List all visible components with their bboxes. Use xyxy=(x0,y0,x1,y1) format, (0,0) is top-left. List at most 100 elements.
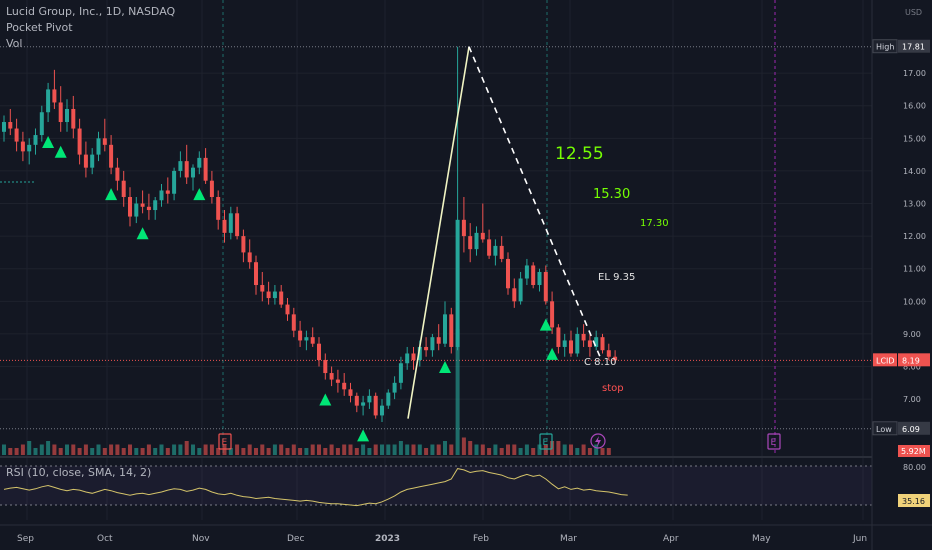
volume-bar xyxy=(449,444,454,455)
volume-bar xyxy=(335,448,340,455)
volume-bar xyxy=(606,448,611,455)
candle-body xyxy=(487,239,492,256)
ticker-badge-value-bg xyxy=(898,353,930,367)
volume-bar xyxy=(272,444,277,455)
volume-bar xyxy=(209,444,214,455)
volume-bar xyxy=(499,448,504,455)
candle-body xyxy=(153,200,158,211)
candle-body xyxy=(348,389,353,396)
candle-body xyxy=(159,190,164,201)
candle-body xyxy=(272,291,277,299)
volume-bar xyxy=(329,444,334,455)
volume-bar xyxy=(203,444,208,455)
price-tick: 16.00 xyxy=(903,102,926,111)
candle-body xyxy=(317,343,321,360)
candle-body xyxy=(191,167,195,178)
candle-body xyxy=(203,157,208,181)
candle-body xyxy=(594,337,599,347)
volume-bar xyxy=(392,444,397,455)
volume-bar xyxy=(153,448,158,455)
volume-bar xyxy=(556,441,561,455)
candle-body xyxy=(474,232,479,250)
candle-body xyxy=(71,108,76,129)
earnings-icon-may-label: E xyxy=(771,438,777,448)
candle-body xyxy=(524,265,529,279)
volume-bar xyxy=(184,441,189,455)
candle-body xyxy=(2,122,6,132)
volume-bar xyxy=(436,444,441,455)
earnings-icon-may[interactable] xyxy=(767,433,781,450)
candle-body xyxy=(600,337,605,351)
volume-bar xyxy=(537,444,542,455)
candle-body xyxy=(102,138,107,145)
candle-body xyxy=(178,161,183,171)
earnings-icon-feb-label: E xyxy=(543,438,549,448)
price-tick: 8.00 xyxy=(903,363,921,372)
price-tick: 15.00 xyxy=(903,134,926,143)
volume-bar xyxy=(398,441,403,455)
symbol-title[interactable]: Lucid Group, Inc., 1D, NASDAQ xyxy=(6,5,176,18)
volume-bar xyxy=(291,444,296,455)
volume-bar xyxy=(594,444,599,455)
volume-badge-bg xyxy=(898,445,930,457)
earnings-icon-feb[interactable] xyxy=(539,433,553,450)
time-tick-apr: Apr xyxy=(663,534,679,544)
volume-bar xyxy=(134,448,139,455)
candle-body xyxy=(537,271,542,286)
volume-bar xyxy=(8,448,13,455)
candle-body xyxy=(241,236,246,253)
candle-body xyxy=(8,122,13,129)
candle-body xyxy=(46,89,51,113)
volume-bar xyxy=(20,444,25,455)
volume-bar xyxy=(235,444,240,455)
volume-bar xyxy=(247,444,252,455)
indicator-pocket-pivot[interactable]: Pocket Pivot xyxy=(6,21,73,34)
volume-bar xyxy=(430,444,435,455)
price-tick: 7.00 xyxy=(903,395,921,404)
candle-body xyxy=(33,135,38,145)
low-badge-value-bg xyxy=(898,421,930,435)
candle-body xyxy=(449,314,454,347)
volume-bar xyxy=(146,444,151,455)
volume-badge: 5.92M xyxy=(901,447,926,456)
candle-body xyxy=(165,190,170,194)
candle-body xyxy=(569,340,573,354)
indicator-volume[interactable]: Vol xyxy=(6,37,23,50)
candle-body xyxy=(367,395,372,403)
time-tick-nov: Nov xyxy=(192,534,210,544)
candle-body xyxy=(373,395,378,416)
candle-body xyxy=(27,144,32,152)
rsi-indicator-label[interactable]: RSI (10, close, SMA, 14, 2) xyxy=(6,466,152,479)
candle-body xyxy=(96,138,101,155)
lightning-icon xyxy=(595,436,601,447)
trend-line-down[interactable] xyxy=(468,46,601,358)
dividend-split-icon[interactable] xyxy=(590,433,606,449)
volume-bar xyxy=(323,448,328,455)
volume-bar xyxy=(71,444,76,455)
candle-body xyxy=(335,379,340,383)
price-tick: 10.00 xyxy=(903,297,926,306)
candle-body xyxy=(260,285,265,292)
candle-body xyxy=(20,141,25,152)
time-tick-oct: Oct xyxy=(97,534,113,544)
pocket-pivot-marker xyxy=(539,318,552,331)
candle-body xyxy=(146,206,151,211)
volume-bar xyxy=(543,444,548,455)
volume-bar xyxy=(96,444,101,455)
stop-label: stop xyxy=(602,383,624,394)
candle-body xyxy=(298,330,303,341)
volume-bar xyxy=(569,444,573,455)
earnings-icon-nov-label: E xyxy=(222,438,228,448)
trend-line-up[interactable] xyxy=(407,46,470,419)
volume-bar xyxy=(2,444,6,455)
candle-body xyxy=(216,197,221,220)
candle-body xyxy=(512,288,517,302)
price-tick: 17.00 xyxy=(903,69,926,78)
candle-body xyxy=(543,271,548,302)
volume-bar xyxy=(197,448,202,455)
earnings-icon-nov[interactable] xyxy=(218,433,232,450)
volume-bar xyxy=(575,448,580,455)
volume-bar xyxy=(480,444,485,455)
volume-bar xyxy=(354,448,359,455)
